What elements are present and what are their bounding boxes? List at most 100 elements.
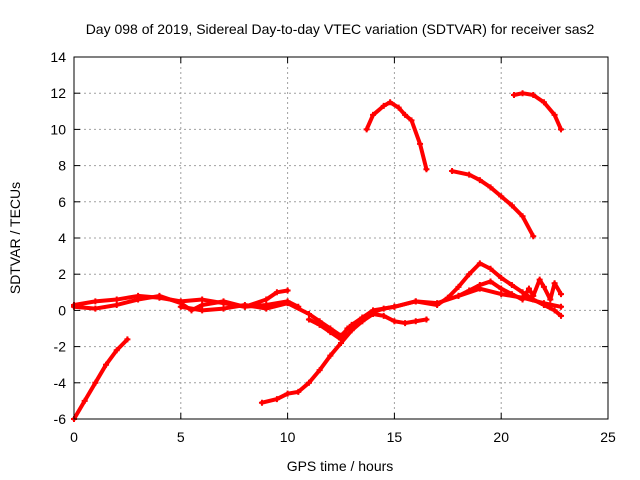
data-point bbox=[530, 92, 537, 99]
data-point bbox=[273, 396, 280, 403]
data-point bbox=[391, 303, 398, 310]
chart-title: Day 098 of 2019, Sidereal Day-to-day VTE… bbox=[86, 21, 595, 37]
data-point bbox=[380, 305, 387, 312]
data-point bbox=[551, 280, 558, 287]
series-arc-7 bbox=[363, 99, 430, 173]
data-point bbox=[380, 312, 387, 319]
series-trace bbox=[72, 293, 301, 309]
data-point bbox=[258, 399, 265, 406]
data-point bbox=[92, 305, 99, 312]
data-point bbox=[508, 291, 515, 298]
data-point bbox=[135, 296, 142, 303]
data-point bbox=[380, 102, 387, 109]
series-arc-8 bbox=[449, 168, 537, 240]
y-tick-label: 0 bbox=[58, 302, 66, 318]
data-point bbox=[540, 99, 547, 106]
data-point bbox=[103, 361, 110, 368]
x-tick-label: 0 bbox=[70, 429, 78, 445]
data-point bbox=[177, 303, 184, 310]
y-tick-label: -6 bbox=[54, 411, 67, 427]
data-point bbox=[295, 388, 302, 395]
data-point bbox=[498, 274, 505, 281]
data-point bbox=[402, 111, 409, 118]
data-point bbox=[508, 202, 515, 209]
data-point bbox=[241, 301, 248, 308]
data-point bbox=[498, 193, 505, 200]
data-point bbox=[273, 289, 280, 296]
y-axis-label: SDTVAR / TECUs bbox=[7, 182, 23, 294]
data-point bbox=[284, 300, 291, 307]
axis-ticks: 0 5 10 15 20 25 -6 -4 -2 0 2 4 6 8 10 12 14 bbox=[50, 49, 616, 445]
data-point bbox=[455, 292, 462, 299]
x-tick-label: 5 bbox=[177, 429, 185, 445]
series-trace bbox=[72, 337, 130, 421]
data-point bbox=[487, 278, 494, 285]
data-point bbox=[487, 184, 494, 191]
data-point bbox=[511, 92, 518, 99]
y-tick-label: 10 bbox=[50, 121, 66, 137]
data-point bbox=[519, 296, 526, 303]
data-point bbox=[476, 177, 483, 184]
data-point bbox=[558, 291, 565, 298]
data-point bbox=[530, 292, 537, 299]
y-tick-label: 6 bbox=[58, 194, 66, 210]
series-arc-9 bbox=[511, 90, 565, 133]
data-point bbox=[199, 301, 206, 308]
y-tick-label: -4 bbox=[54, 375, 67, 391]
data-point bbox=[540, 301, 547, 308]
data-point bbox=[305, 316, 312, 323]
data-point bbox=[558, 312, 565, 319]
data-point bbox=[476, 260, 483, 267]
x-tick-label: 15 bbox=[387, 429, 403, 445]
data-point bbox=[284, 287, 291, 294]
data-point bbox=[455, 283, 462, 290]
data-point bbox=[558, 126, 565, 133]
data-point bbox=[402, 320, 409, 327]
data-point bbox=[113, 347, 120, 354]
y-tick-label: 8 bbox=[58, 158, 66, 174]
data-point bbox=[444, 294, 451, 301]
x-tick-label: 20 bbox=[493, 429, 509, 445]
data-point bbox=[498, 285, 505, 292]
data-point bbox=[263, 296, 270, 303]
data-point bbox=[344, 325, 351, 332]
data-point bbox=[220, 305, 227, 312]
data-point bbox=[558, 303, 565, 310]
data-point bbox=[466, 171, 473, 178]
data-point bbox=[417, 140, 424, 147]
data-point bbox=[434, 301, 441, 308]
data-point bbox=[508, 282, 515, 289]
data-point bbox=[387, 99, 394, 106]
data-point bbox=[92, 298, 99, 305]
data-point bbox=[156, 292, 163, 299]
data-point bbox=[551, 111, 558, 118]
data-point bbox=[92, 379, 99, 386]
data-point bbox=[519, 213, 526, 220]
y-tick-label: 12 bbox=[50, 85, 66, 101]
data-point bbox=[199, 307, 206, 314]
data-point bbox=[525, 285, 532, 292]
data-point bbox=[305, 379, 312, 386]
data-point bbox=[498, 291, 505, 298]
data-point bbox=[348, 327, 355, 334]
data-point bbox=[530, 233, 537, 240]
data-point bbox=[370, 309, 377, 316]
data-point bbox=[220, 298, 227, 305]
data-point bbox=[466, 271, 473, 278]
data-point bbox=[423, 166, 430, 173]
y-tick-label: 4 bbox=[58, 230, 66, 246]
x-tick-label: 25 bbox=[600, 429, 616, 445]
series-arc-10 bbox=[455, 276, 565, 303]
data-point bbox=[487, 265, 494, 272]
data-point bbox=[327, 352, 334, 359]
series-trace bbox=[259, 312, 429, 405]
data-point bbox=[423, 316, 430, 323]
data-point bbox=[113, 301, 120, 308]
x-axis-label: GPS time / hours bbox=[287, 458, 394, 474]
data-marks bbox=[71, 90, 565, 422]
y-tick-label: 14 bbox=[50, 49, 66, 65]
data-point bbox=[81, 397, 88, 404]
data-point bbox=[476, 282, 483, 289]
